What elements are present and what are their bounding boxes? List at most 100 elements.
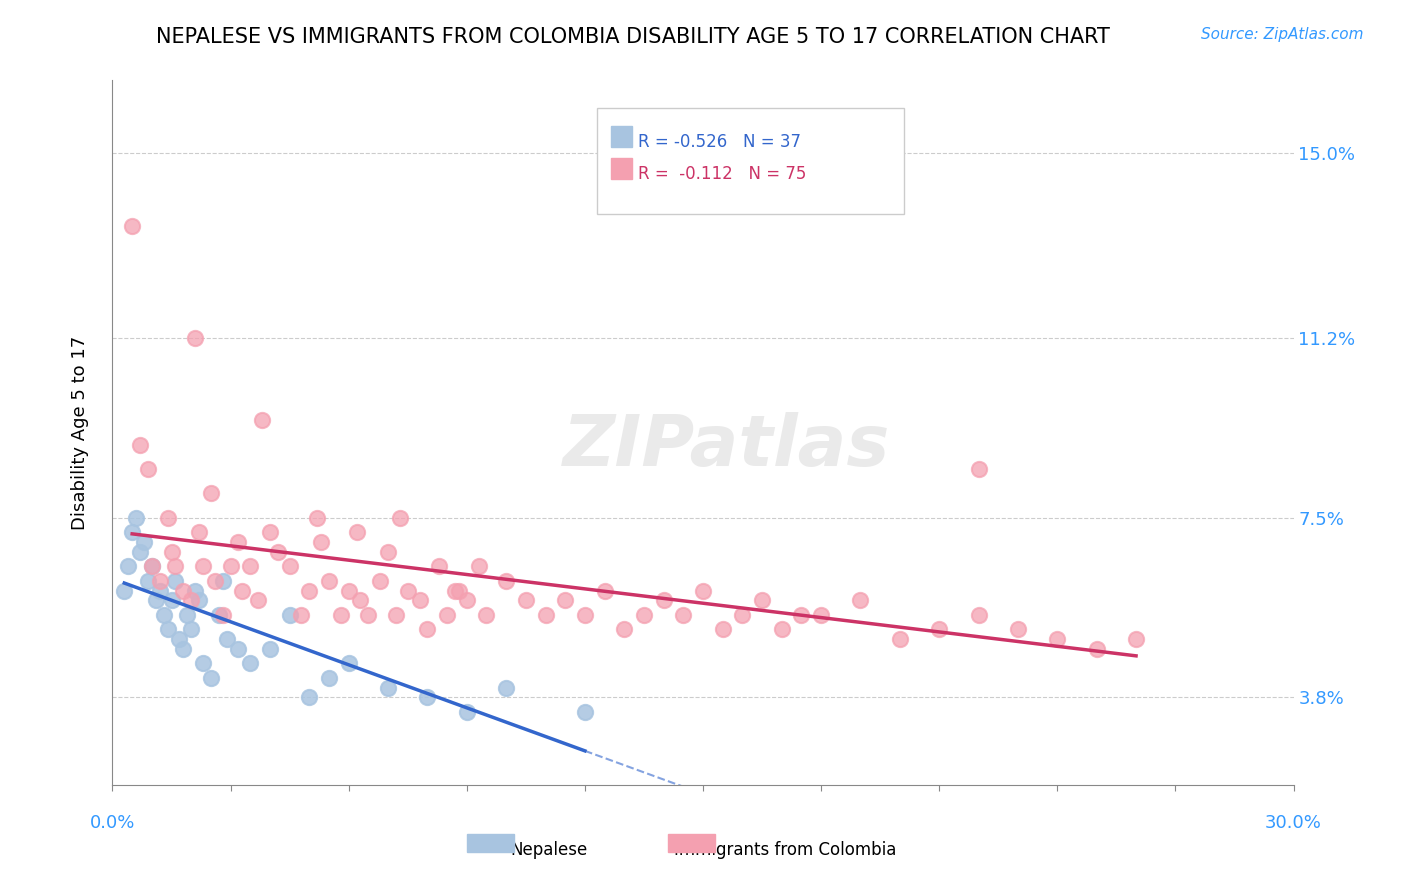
Point (751, 593, 773, 607)
Point (239, 559, 262, 574)
Point (165, 574, 187, 588)
Point (180, 623, 202, 637)
Point (416, 623, 439, 637)
Point (204, 574, 226, 588)
Point (228, 641, 250, 656)
Point (495, 574, 517, 588)
Point (377, 681, 399, 695)
Point (160, 544, 183, 558)
Point (152, 607, 174, 622)
Point (149, 583, 172, 598)
Point (191, 657, 214, 671)
Point (672, 607, 695, 622)
Point (228, 535, 250, 549)
Text: NEPALESE VS IMMIGRANTS FROM COLOMBIA DISABILITY AGE 5 TO 17 CORRELATION CHART: NEPALESE VS IMMIGRANTS FROM COLOMBIA DIS… (156, 27, 1109, 46)
Point (125, 510, 148, 524)
Point (593, 583, 616, 598)
Point (711, 623, 734, 637)
Point (267, 544, 290, 558)
Point (436, 607, 458, 622)
Point (427, 559, 450, 574)
Point (388, 510, 411, 524)
Point (790, 607, 813, 622)
Point (447, 583, 470, 598)
Point (368, 574, 391, 588)
Point (121, 525, 143, 540)
Text: Immigrants from Colombia: Immigrants from Colombia (675, 841, 897, 859)
Point (278, 559, 301, 574)
Point (259, 525, 281, 540)
Point (298, 583, 321, 598)
Point (136, 574, 159, 588)
Point (377, 544, 399, 558)
Point (247, 593, 270, 607)
Point (156, 623, 179, 637)
Point (309, 535, 332, 549)
Point (416, 690, 439, 705)
Point (156, 510, 179, 524)
Text: ZIPatlas: ZIPatlas (562, 412, 890, 481)
Point (184, 583, 207, 598)
Point (307, 510, 329, 524)
Point (318, 574, 340, 588)
Point (574, 705, 596, 719)
Point (337, 657, 360, 671)
Point (169, 632, 191, 647)
Point (652, 593, 675, 607)
Text: R =  -0.112   N = 75: R = -0.112 N = 75 (638, 165, 807, 183)
Point (141, 559, 163, 574)
Bar (467, 834, 515, 852)
Point (534, 607, 557, 622)
Point (219, 559, 242, 574)
Point (349, 593, 371, 607)
Point (141, 559, 163, 574)
Point (613, 623, 636, 637)
Point (117, 559, 139, 574)
Point (200, 671, 222, 685)
Point (211, 574, 233, 588)
Point (298, 690, 321, 705)
Point (967, 607, 990, 622)
Point (208, 607, 231, 622)
Point (188, 525, 211, 540)
Text: R = -0.526   N = 37: R = -0.526 N = 37 (638, 133, 801, 151)
Text: Source: ZipAtlas.com: Source: ZipAtlas.com (1201, 27, 1364, 42)
Point (928, 623, 950, 637)
Point (132, 535, 155, 549)
Point (515, 593, 537, 607)
Bar (668, 834, 714, 852)
Point (554, 593, 576, 607)
Point (172, 583, 194, 598)
Point (176, 607, 198, 622)
Point (346, 525, 368, 540)
Point (184, 331, 207, 345)
Point (136, 462, 159, 476)
Point (1085, 641, 1108, 656)
Point (145, 593, 167, 607)
Point (385, 607, 408, 622)
Point (849, 593, 872, 607)
Point (239, 657, 262, 671)
Point (165, 559, 187, 574)
Point (231, 583, 253, 598)
FancyBboxPatch shape (596, 109, 904, 214)
Point (1007, 623, 1029, 637)
Point (357, 607, 380, 622)
Point (259, 641, 281, 656)
Bar (610, 126, 633, 147)
Point (329, 607, 352, 622)
Point (215, 632, 238, 647)
Bar (610, 158, 633, 179)
Text: 30.0%: 30.0% (1265, 814, 1322, 832)
Point (889, 632, 911, 647)
Point (318, 671, 340, 685)
Text: 0.0%: 0.0% (90, 814, 135, 832)
Point (810, 607, 832, 622)
Point (1046, 632, 1069, 647)
Point (180, 593, 202, 607)
Point (967, 462, 990, 476)
Point (211, 607, 233, 622)
Point (337, 583, 360, 598)
Point (408, 593, 430, 607)
Point (172, 641, 194, 656)
